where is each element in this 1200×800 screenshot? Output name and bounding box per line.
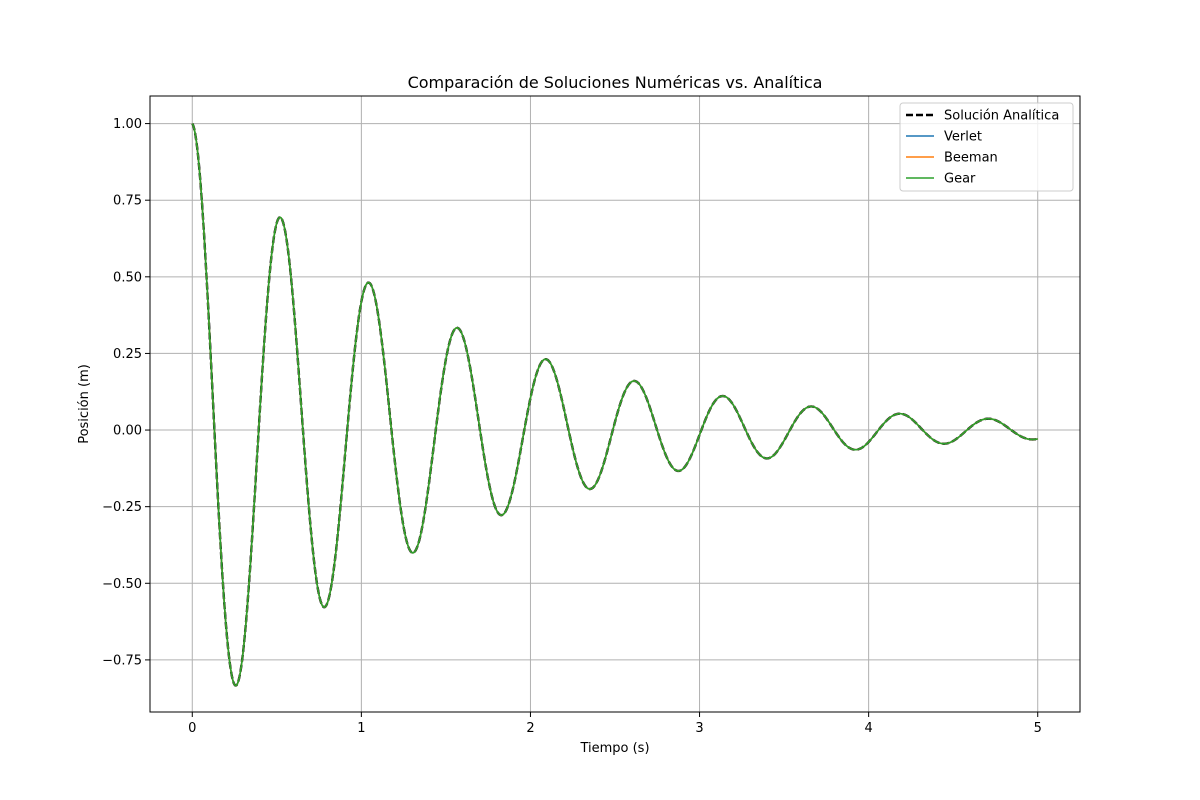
legend-label: Gear <box>944 172 976 187</box>
y-tick-label: −0.25 <box>102 500 142 515</box>
y-tick-label: 0.75 <box>113 194 142 209</box>
series-line-gear <box>191 123 1038 687</box>
y-tick-label: 0.25 <box>113 347 142 362</box>
x-tick-label: 2 <box>526 721 534 736</box>
x-axis-label: Tiempo (s) <box>579 741 649 756</box>
x-tick-label: 5 <box>1034 721 1042 736</box>
y-axis-label: Posición (m) <box>77 364 92 444</box>
x-tick-label: 0 <box>188 721 196 736</box>
legend-label: Beeman <box>944 151 998 166</box>
legend-box <box>899 102 1074 192</box>
y-tick-label: 1.00 <box>113 117 142 132</box>
grid <box>150 96 1080 712</box>
x-tick-label: 3 <box>695 721 703 736</box>
y-tick-label: −0.50 <box>102 577 142 592</box>
x-tick-label: 1 <box>357 721 365 736</box>
legend-entries: Solución Analítica Verlet Beeman Gear <box>906 109 1059 187</box>
ticks: 0 1 2 3 4 5 −0.75 −0.50 −0.25 0.00 0.25 0.50 0.75 1.0… <box>102 117 1042 736</box>
axes-frame <box>149 95 1081 713</box>
y-tick-label: 0.00 <box>113 424 142 439</box>
legend: Solución Analítica Verlet Beeman Gear <box>899 102 1074 192</box>
y-tick-label: 0.50 <box>113 270 142 285</box>
y-tick-label: −0.75 <box>102 653 142 668</box>
legend-label: Solución Analítica <box>944 109 1059 124</box>
legend-label: Verlet <box>944 130 982 145</box>
chart-title: Comparación de Soluciones Numéricas vs. … <box>408 73 823 92</box>
plot-lines <box>191 122 1039 687</box>
x-tick-label: 4 <box>864 721 872 736</box>
